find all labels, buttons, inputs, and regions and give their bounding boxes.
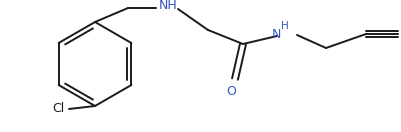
Text: H: H (280, 21, 288, 31)
Text: O: O (225, 85, 235, 98)
Text: Cl: Cl (53, 102, 65, 114)
Text: N: N (400, 27, 401, 41)
Text: NH: NH (159, 0, 177, 11)
Text: N: N (271, 27, 280, 41)
